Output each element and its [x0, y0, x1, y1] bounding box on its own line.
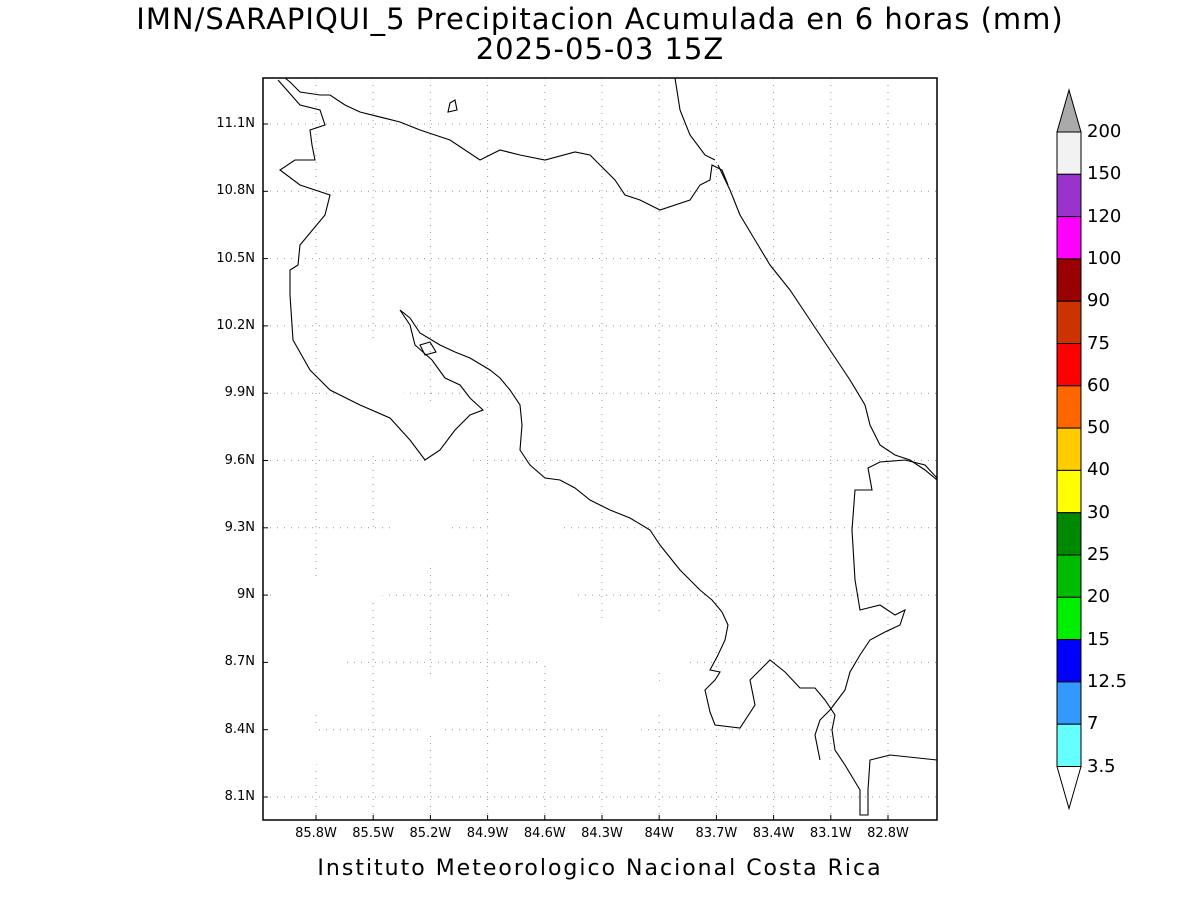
colorbar-box — [1056, 554, 1082, 598]
longitude-label: 84.6W — [523, 826, 566, 841]
rain-cell — [422, 408, 469, 455]
longitude-label: 83.7W — [695, 826, 738, 841]
colorbar-box — [1056, 469, 1082, 514]
colorbar-level-label: 30 — [1087, 501, 1110, 523]
colorbar-level-label: 25 — [1087, 544, 1110, 565]
rain-cell — [400, 514, 442, 555]
map-valid-time: 2025-05-03 15Z — [475, 32, 725, 66]
longitude-label: 83.1W — [809, 826, 852, 841]
colorbar-box — [1056, 343, 1082, 387]
latitude-label: 11.1N — [216, 116, 255, 131]
colorbar-box — [1056, 300, 1082, 345]
colorbar-box — [1056, 681, 1082, 725]
colorbar-box — [1056, 427, 1082, 471]
latitude-label: 8.4N — [224, 721, 255, 737]
latitude-label: 8.7N — [224, 654, 255, 670]
colorbar-box — [1056, 258, 1082, 302]
colorbar-level-label: 200 — [1087, 121, 1122, 142]
rain-cell — [569, 628, 616, 675]
footer-credit: Instituto Meteorologico Nacional Costa R… — [317, 856, 883, 881]
colorbar-level-label: 7 — [1087, 713, 1099, 735]
colorbar-level-label: 50 — [1087, 417, 1110, 439]
latitude-label: 10.8N — [216, 183, 255, 199]
map-frame — [262, 77, 938, 821]
latitude-label: 9N — [237, 587, 255, 603]
coastline — [277, 78, 937, 816]
map-title: IMN/SARAPIQUI_5 Precipitacion Acumulada … — [136, 2, 1064, 36]
colorbar-box — [1056, 596, 1082, 641]
latitude-label: 9.6N — [224, 452, 255, 468]
rain-cell — [410, 682, 451, 724]
colorbar-level-label: 20 — [1087, 586, 1110, 608]
latitude-label: 9.3N — [224, 519, 255, 535]
colorbar-level-label: 75 — [1087, 332, 1110, 354]
colorbar-level-label: 15 — [1087, 628, 1110, 650]
colorbar-level-label: 100 — [1087, 247, 1122, 269]
colorbar-box — [1056, 512, 1082, 556]
latitude-label: 10.5N — [216, 250, 255, 266]
colorbar-level-label: 150 — [1087, 163, 1122, 185]
rain-cell — [428, 466, 475, 513]
longitude-label: 83.4W — [752, 826, 795, 841]
colorbar-level-label: 90 — [1087, 290, 1110, 312]
colorbar-box — [1056, 723, 1082, 768]
precipitation-field — [263, 347, 878, 771]
rain-cell — [331, 554, 378, 601]
rain-cell — [289, 657, 336, 704]
colorbar-box — [1056, 131, 1082, 175]
rain-cell — [841, 550, 878, 586]
longitude-label: 84.9W — [466, 826, 509, 841]
latitude-label: 8.1N — [224, 789, 255, 804]
rain-cell — [515, 585, 567, 637]
rain-cell — [648, 619, 690, 661]
longitude-label: 84.3W — [581, 826, 623, 841]
rain-cell — [312, 605, 359, 652]
longitude-label: 85.8W — [295, 826, 337, 841]
colorbar-level-label: 60 — [1087, 374, 1110, 396]
rain-cell — [510, 491, 557, 538]
axis-ticks — [263, 123, 889, 820]
colorbar-box — [1056, 385, 1082, 429]
colorbar-min-arrow — [1056, 766, 1082, 811]
latitude-label: 9.9N — [224, 385, 255, 401]
colorbar-box — [1056, 216, 1082, 260]
colorbar-box — [1056, 639, 1082, 683]
colorbar-level-label: 40 — [1087, 459, 1110, 481]
longitude-label: 85.2W — [409, 826, 452, 841]
rain-cell — [263, 719, 313, 771]
latitude-label: 10.2N — [216, 317, 255, 333]
graticule — [263, 78, 937, 820]
rain-cell — [513, 538, 565, 590]
colorbar-level-label: 3.5 — [1087, 755, 1116, 777]
colorbar-level-label: 120 — [1087, 205, 1122, 227]
longitude-label: 82.8W — [867, 826, 909, 841]
colorbar-max-arrow — [1056, 88, 1082, 133]
colorbar-level-label: 12.5 — [1087, 670, 1128, 692]
colorbar-box — [1056, 173, 1082, 218]
longitude-label: 85.5W — [352, 826, 395, 841]
rain-cell — [355, 399, 402, 446]
longitude-label: 84W — [644, 826, 674, 841]
rain-cell — [348, 347, 395, 394]
